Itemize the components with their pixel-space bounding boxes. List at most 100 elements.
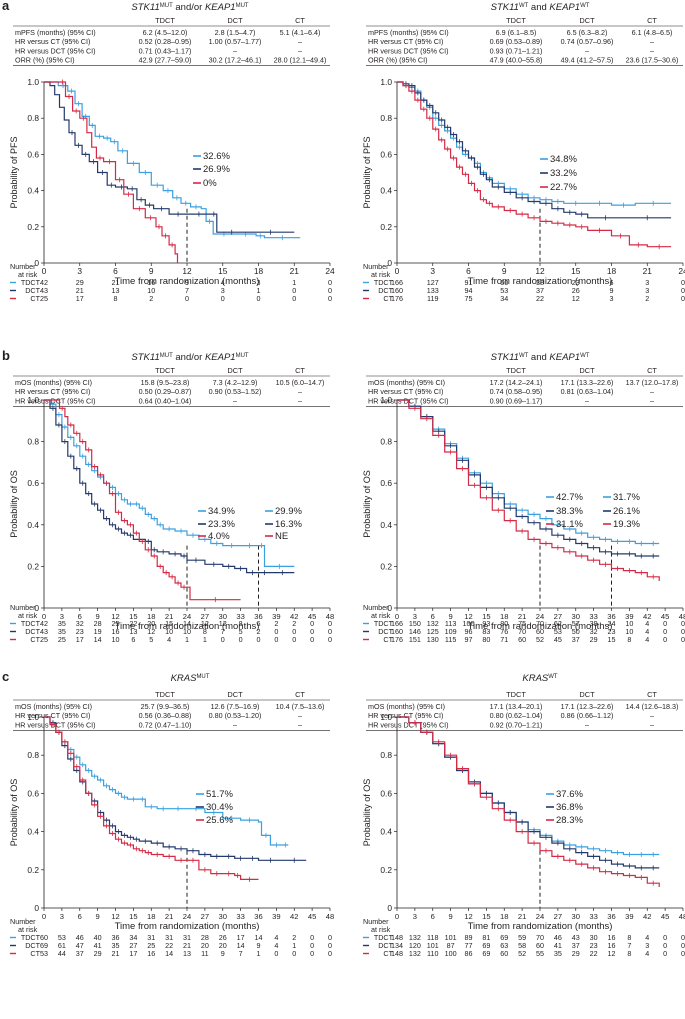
risk-count-tdct: 0 [663, 619, 667, 628]
x-tick-label: 39 [625, 612, 633, 621]
table-cell-ct: 13.7 (12.0–17.8) [626, 378, 679, 387]
y-tick-label: 1.0 [27, 395, 39, 405]
x-tick-label: 27 [554, 612, 562, 621]
risk-arm-label: DCT [25, 286, 40, 295]
risk-arm-label: DCT [378, 941, 393, 950]
risk-count-tdct: 62 [554, 619, 562, 628]
km-curve-tdct [397, 81, 672, 206]
risk-count-ct: 75 [465, 294, 473, 303]
risk-count-tdct: 2 [292, 619, 296, 628]
risk-count-ct: 1 [185, 635, 189, 644]
x-tick-label: 9 [502, 266, 507, 276]
risk-count-dct: 77 [465, 941, 473, 950]
risk-count-ct: 29 [590, 635, 598, 644]
landmark2-label-tdct: 29.9% [275, 506, 302, 517]
risk-count-tdct: 12 [219, 619, 227, 628]
risk-count-ct: 4 [645, 949, 649, 958]
risk-count-tdct: 4 [274, 933, 278, 942]
risk-count-tdct: 2 [292, 933, 296, 942]
x-tick-label: 12 [464, 612, 472, 621]
risk-count-dct: 146 [409, 627, 421, 636]
x-tick-label: 39 [272, 612, 280, 621]
x-tick-label: 0 [395, 266, 400, 276]
risk-count-ct: 0 [292, 294, 296, 303]
table-cell-tdct: 6.9 (6.1–8.5) [496, 28, 537, 37]
x-tick-label: 6 [78, 612, 82, 621]
table-header-dct: DCT [227, 366, 243, 375]
table-cell-dct: 49.4 (41.2–57.5) [561, 56, 614, 65]
km-curve-dct [397, 81, 672, 219]
risk-subtitle: at risk [18, 270, 38, 279]
y-tick-label: 0.8 [27, 113, 39, 123]
risk-count-tdct: 70 [536, 619, 544, 628]
x-tick-label: 15 [482, 912, 490, 921]
risk-count-dct: 13 [112, 286, 120, 295]
y-tick-label: 0 [387, 258, 392, 268]
x-tick-label: 42 [643, 912, 651, 921]
title-span: KEAP1 [205, 352, 236, 363]
risk-count-tdct: 0 [310, 619, 314, 628]
table-header-tdct: TDCT [155, 690, 175, 699]
risk-count-ct: 69 [482, 949, 490, 958]
panel-title: STK11WT and KEAP1WT [491, 2, 590, 13]
risk-count-ct: 29 [94, 949, 102, 958]
y-axis-label: Probability of OS [362, 779, 372, 847]
table-cell-ct: – [650, 387, 654, 396]
risk-count-dct: 69 [40, 941, 48, 950]
risk-count-tdct: 39 [590, 619, 598, 628]
x-tick-label: 42 [290, 612, 298, 621]
table-cell-ct: 10.5 (6.0–14.7) [276, 378, 325, 387]
risk-count-dct: 76 [500, 627, 508, 636]
title-span: WT [580, 3, 590, 9]
table-header-dct: DCT [579, 366, 595, 375]
risk-arm-label: TDCT [21, 933, 41, 942]
x-tick-label: 6 [113, 266, 118, 276]
x-tick-label: 30 [572, 912, 580, 921]
x-tick-label: 45 [661, 612, 669, 621]
x-tick-label: 21 [643, 266, 653, 276]
x-tick-label: 21 [518, 912, 526, 921]
risk-count-tdct: 0 [681, 619, 685, 628]
risk-title: Number [10, 603, 36, 612]
x-tick-label: 12 [182, 266, 192, 276]
risk-count-tdct: 75 [518, 619, 526, 628]
panel-title: KRASMUT [171, 673, 210, 684]
risk-count-tdct: 4 [645, 619, 649, 628]
x-tick-label: 0 [395, 612, 399, 621]
risk-count-tdct: 91 [465, 278, 473, 287]
risk-count-tdct: 132 [427, 619, 439, 628]
x-tick-label: 39 [625, 912, 633, 921]
risk-count-tdct: 2 [274, 619, 278, 628]
table-header-ct: CT [295, 366, 305, 375]
y-tick-label: 0.4 [380, 520, 392, 530]
risk-count-ct: 8 [114, 294, 118, 303]
y-tick-label: 0 [34, 258, 39, 268]
table-header-dct: DCT [579, 16, 595, 25]
risk-count-ct: 0 [274, 949, 278, 958]
km-curve-ct [397, 399, 660, 581]
landmark2-label-ct: NE [275, 531, 288, 542]
risk-count-tdct: 60 [40, 933, 48, 942]
risk-count-dct: 1 [257, 286, 261, 295]
risk-arm-label: DCT [25, 627, 40, 636]
risk-count-dct: 8 [203, 627, 207, 636]
x-tick-label: 3 [60, 912, 64, 921]
risk-arm-label: CT [30, 294, 40, 303]
panel-title: STK11MUT and/or KEAP1MUT [131, 352, 249, 363]
x-tick-label: 33 [236, 612, 244, 621]
risk-count-dct: 23 [76, 627, 84, 636]
x-tick-label: 3 [430, 266, 435, 276]
table-row-label: mOS (months) (95% CI) [15, 378, 92, 387]
risk-count-tdct: 20 [147, 619, 155, 628]
x-tick-label: 27 [201, 912, 209, 921]
x-tick-label: 9 [96, 612, 100, 621]
y-tick-label: 0.6 [27, 149, 39, 159]
panel-letter: c [2, 669, 9, 684]
x-tick-label: 21 [165, 612, 173, 621]
table-row-label: HR versus CT (95% CI) [15, 387, 90, 396]
risk-count-dct: 41 [554, 941, 562, 950]
x-tick-label: 48 [326, 612, 334, 621]
risk-arm-label: CT [383, 635, 393, 644]
panel-letter: b [2, 348, 10, 363]
risk-count-dct: 0 [328, 627, 332, 636]
